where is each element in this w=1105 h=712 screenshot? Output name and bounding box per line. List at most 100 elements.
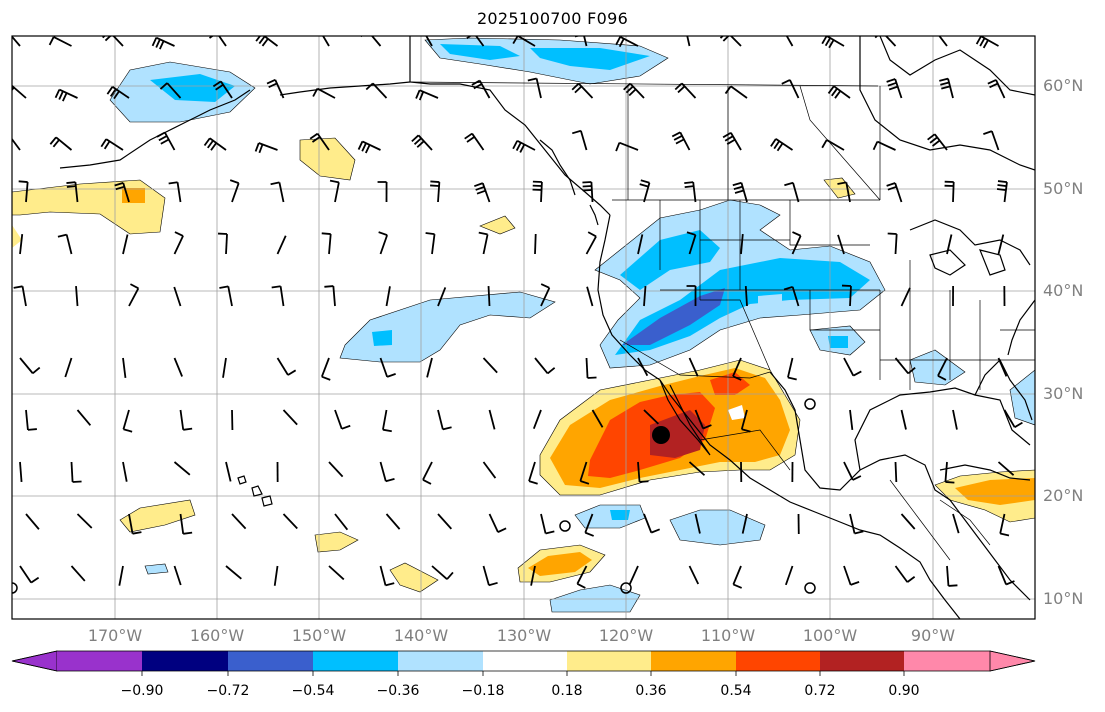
wind-barb (332, 285, 336, 307)
wind-barb-feather (130, 283, 139, 290)
wind-barb (732, 565, 742, 585)
political-borders (409, 81, 1035, 561)
wind-barb-feather (32, 366, 41, 375)
wind-barb-feather (724, 135, 734, 142)
wind-barb-feather (266, 78, 276, 85)
wind-barb (321, 357, 330, 377)
colorbar-bin (398, 651, 483, 671)
wind-barb-feather (722, 36, 730, 42)
wind-barb (785, 565, 794, 586)
lon-label: 90°W (910, 626, 956, 645)
wind-barb (580, 130, 588, 151)
calm-wind-circle (559, 520, 571, 532)
wind-barb (584, 513, 594, 533)
wind-barb-feather (207, 140, 214, 149)
wind-barb-feather (997, 184, 1007, 188)
wind-barb-feather (702, 424, 712, 430)
wind-barb-feather (464, 30, 471, 35)
wind-barb (482, 357, 498, 374)
wind-barb (316, 87, 336, 99)
wind-barb (278, 182, 285, 203)
colorbar-bin (904, 651, 990, 671)
wind-barb-feather (160, 138, 170, 145)
wind-barb-feather (887, 232, 897, 235)
lat-label: 40°N (1043, 281, 1084, 300)
wind-barb-feather (639, 183, 649, 188)
wind-barb-feather (66, 185, 76, 188)
wind-barb (176, 182, 182, 203)
wind-barb-feather (519, 144, 526, 153)
wind-barb-feather (722, 131, 732, 139)
wind-barb (991, 130, 1000, 151)
wind-barb (946, 234, 953, 255)
wind-barb (334, 513, 349, 531)
wind-barb (173, 565, 182, 586)
wind-barb (70, 565, 86, 582)
wind-barb-feather (341, 424, 351, 430)
wind-barb (12, 84, 27, 99)
wind-barb (19, 461, 23, 483)
wind-barb (64, 357, 73, 378)
wind-barb (21, 286, 27, 307)
wind-barb (487, 285, 491, 307)
wind-barb-feather (104, 36, 112, 42)
wind-barb (19, 234, 24, 255)
wind-barb-feather (158, 135, 168, 142)
wind-barb (534, 357, 549, 375)
wind-barb (426, 357, 433, 378)
wind-barb (209, 137, 227, 151)
wind-barb (70, 461, 74, 483)
wind-barb-feather (254, 142, 260, 152)
wind-barb-feather (792, 231, 802, 237)
wind-barb-feather (927, 133, 936, 141)
wind-barb-feather (203, 137, 211, 147)
lon-label: 140°W (393, 626, 449, 645)
wind-barb (328, 565, 345, 581)
wind-barb-feather (726, 138, 736, 145)
colorbar-tick-label: 0.90 (888, 683, 920, 699)
wind-barb (334, 182, 340, 203)
wind-barb (900, 287, 911, 307)
wind-barb (590, 181, 594, 203)
wind-barb (173, 461, 191, 476)
wind-barb-feather (640, 179, 650, 184)
wind-barb-feather (13, 285, 23, 289)
wind-barb-feather (787, 376, 797, 381)
wind-barb-feather (837, 181, 847, 185)
wind-barb-feather (329, 179, 340, 184)
wind-barb (530, 565, 536, 586)
wind-barb-feather (834, 90, 842, 99)
wind-barb-feather (733, 185, 743, 190)
wind-barb-feather (732, 181, 742, 187)
wind-barb-feather (1000, 532, 1010, 537)
wind-barb-feather (784, 181, 794, 187)
wind-barb (222, 357, 227, 378)
wind-barb (540, 181, 543, 203)
colorbar-tick-label: −0.54 (291, 683, 335, 699)
wind-barb-feather (475, 186, 485, 191)
wind-barb (884, 36, 897, 47)
wind-barb-feather (422, 479, 432, 485)
wind-barb (688, 461, 706, 476)
wind-barb-feather (229, 179, 239, 184)
wind-barb-feather (48, 36, 55, 46)
wind-barb (273, 565, 279, 586)
wind-barb-feather (255, 36, 262, 42)
colorbar-bin (736, 651, 820, 671)
colorbar-tick-label: −0.18 (461, 683, 505, 699)
wind-barb (894, 182, 903, 203)
lon-label: 130°W (496, 626, 552, 645)
wind-barb-feather (776, 142, 784, 152)
wind-barb-feather (258, 36, 266, 45)
wind-barb-feather (584, 531, 594, 537)
wind-barb (532, 409, 542, 429)
wind-barb-feather (321, 232, 331, 235)
wind-barb (225, 461, 232, 482)
wind-barb (437, 287, 447, 307)
wind-barb-feather (414, 29, 422, 33)
wind-barb (535, 78, 542, 99)
wind-barb-feather (945, 481, 955, 484)
wind-barb-feather (311, 136, 321, 143)
wind-barb (894, 357, 909, 375)
wind-barb (894, 233, 898, 255)
